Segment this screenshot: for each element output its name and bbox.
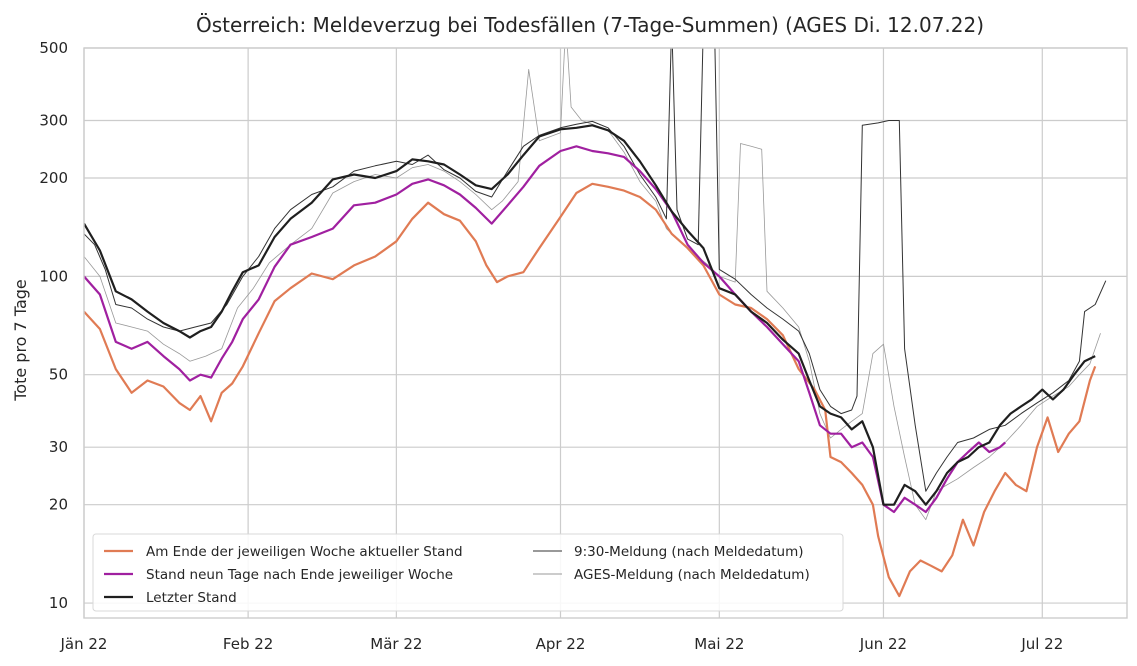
x-tick-label: Apr 22 <box>536 635 586 653</box>
grid <box>83 47 1127 618</box>
x-tick-label: Mai 22 <box>694 635 744 653</box>
legend-label: Stand neun Tage nach Ende jeweiliger Woc… <box>146 567 453 583</box>
plot-frame <box>83 47 1128 619</box>
y-axis-label: Tote pro 7 Tage <box>11 279 30 402</box>
y-tick-label: 100 <box>39 267 68 285</box>
series-0930-report-line <box>84 48 1107 492</box>
series-week-end-line <box>84 182 1097 598</box>
series-latest-line <box>84 124 1096 506</box>
chart-title: Österreich: Meldeverzug bei Todesfällen … <box>196 13 984 37</box>
x-tick-label: Jul 22 <box>1020 635 1063 653</box>
y-axis-ticks: 10 20 30 50 100 200 300 500 <box>39 39 68 612</box>
y-tick-label: 30 <box>49 438 68 456</box>
y-tick-label: 20 <box>49 496 68 514</box>
y-tick-label: 10 <box>49 594 68 612</box>
legend-label: Letzter Stand <box>146 590 237 606</box>
legend-label: Am Ende der jeweiligen Woche aktueller S… <box>146 544 463 560</box>
legend-label: 9:30-Meldung (nach Meldedatum) <box>574 544 804 560</box>
series-group <box>84 48 1107 598</box>
series-nine-days-line <box>84 145 1006 514</box>
series-ages-report-line <box>84 48 1101 521</box>
x-axis-ticks: Jän 22 Feb 22 Mär 22 Apr 22 Mai 22 Jun 22 Jul … <box>60 635 1064 653</box>
legend-label: AGES-Meldung (nach Meldedatum) <box>574 567 810 583</box>
legend: Am Ende der jeweiligen Woche aktueller S… <box>92 533 844 612</box>
y-tick-label: 50 <box>49 366 68 384</box>
x-tick-label: Jun 22 <box>859 635 907 653</box>
x-tick-label: Mär 22 <box>370 635 422 653</box>
legend-box <box>92 533 844 612</box>
y-tick-label: 200 <box>39 169 68 187</box>
y-tick-label: 300 <box>39 111 68 129</box>
y-tick-label: 500 <box>39 39 68 57</box>
x-tick-label: Feb 22 <box>223 635 273 653</box>
x-tick-label: Jän 22 <box>60 635 108 653</box>
